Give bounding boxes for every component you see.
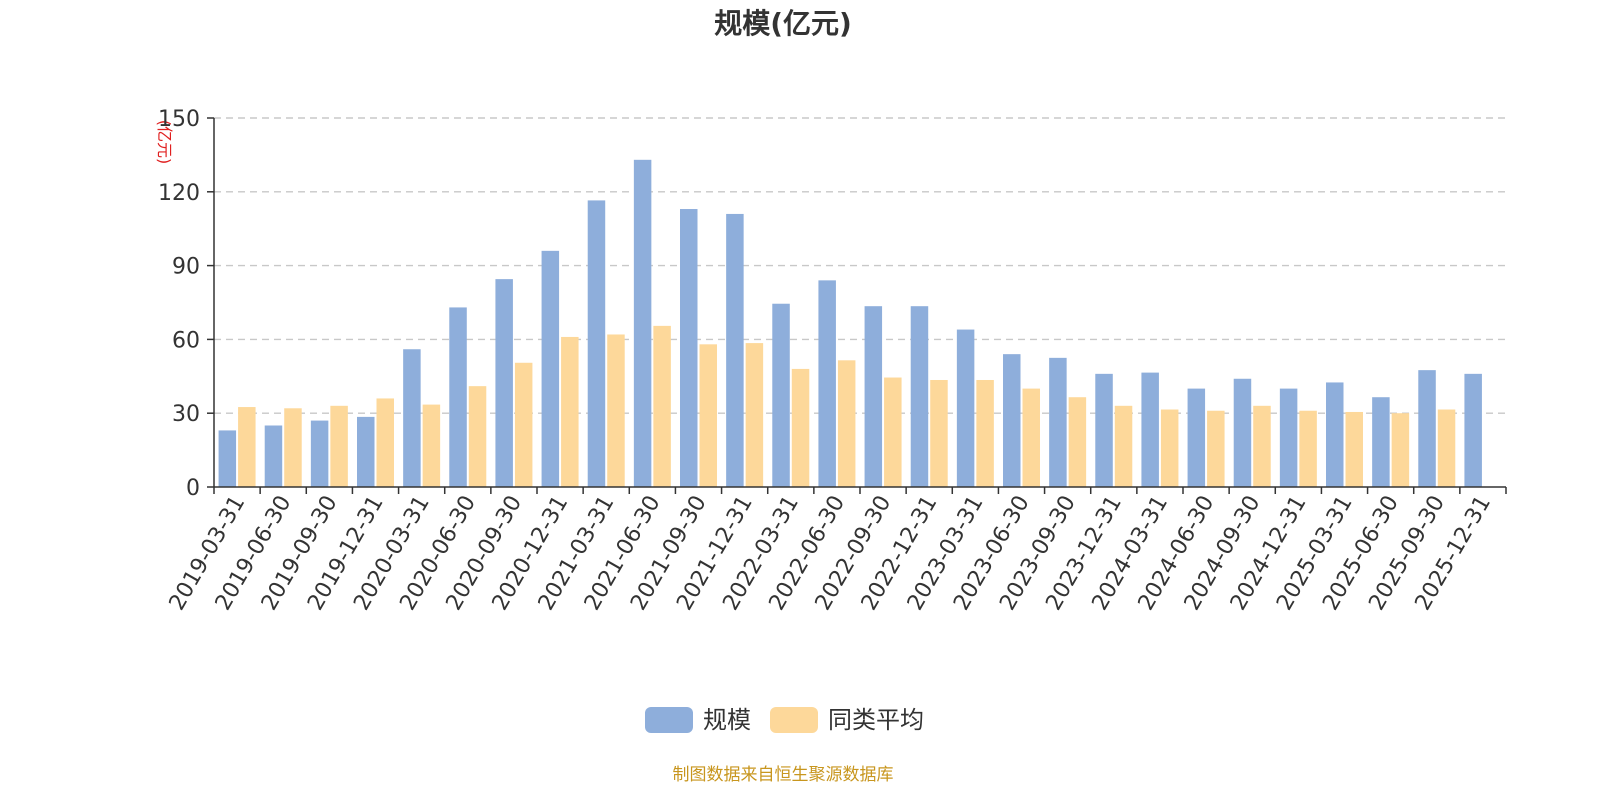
bar-peer-average [1345, 411, 1363, 487]
bar-scale [357, 416, 375, 487]
y-tick-label: 30 [172, 402, 200, 427]
bar-peer-average [468, 386, 487, 487]
bar-peer-average [284, 408, 302, 487]
y-tick-label: 150 [158, 107, 200, 132]
bar-scale [772, 303, 790, 487]
bar-layer [218, 159, 1482, 487]
legend: 规模 同类平均 [645, 706, 924, 734]
bar-peer-average [1391, 413, 1410, 487]
bar-peer-average [1160, 409, 1179, 487]
bar-scale [910, 306, 929, 487]
bar-peer-average [1114, 405, 1133, 487]
chart-title: 规模(亿元) [714, 7, 852, 40]
bar-scale [264, 425, 283, 487]
y-tick-label: 60 [172, 328, 200, 353]
y-tick-label: 90 [172, 255, 200, 280]
bar-peer-average [422, 404, 441, 487]
bar-scale [449, 307, 467, 487]
bar-peer-average [1207, 410, 1225, 487]
y-tick-label: 120 [158, 181, 200, 206]
bar-peer-average [930, 379, 948, 487]
legend-swatch [770, 707, 818, 733]
bar-peer-average [791, 368, 810, 487]
bar-scale [1095, 373, 1113, 487]
bar-peer-average [1253, 405, 1271, 487]
y-tick-label: 0 [186, 476, 200, 501]
bar-peer-average [1068, 397, 1087, 487]
bar-peer-average [976, 379, 994, 487]
legend-label: 同类平均 [828, 706, 924, 734]
bar-scale [1279, 388, 1298, 487]
bar-scale [495, 279, 513, 487]
bar-peer-average [699, 344, 717, 487]
bar-scale [680, 209, 698, 487]
bar-scale [1464, 373, 1482, 487]
bar-scale [864, 306, 883, 487]
legend-label: 规模 [703, 706, 751, 734]
bar-peer-average [561, 336, 579, 487]
bar-scale [1049, 357, 1067, 487]
bar-scale [541, 250, 560, 487]
legend-swatch [645, 707, 693, 733]
bar-peer-average [330, 405, 348, 487]
bar-scale [310, 420, 329, 487]
bar-scale [1141, 372, 1159, 487]
bar-peer-average [884, 377, 902, 487]
bar-scale [1418, 370, 1436, 487]
y-axis-unit-label: (亿元) [155, 120, 174, 165]
bar-peer-average [1299, 410, 1317, 487]
source-note: 制图数据来自恒生聚源数据库 [673, 765, 894, 785]
bar-scale [1326, 382, 1344, 487]
bar-peer-average [238, 407, 256, 487]
bar-scale [956, 329, 975, 487]
bar-peer-average [837, 360, 856, 487]
bar-peer-average [514, 362, 533, 487]
bar-scale [818, 280, 836, 487]
bar-scale [403, 349, 421, 487]
bar-scale [726, 213, 744, 487]
bar-peer-average [1437, 409, 1456, 487]
bar-peer-average [1022, 388, 1040, 487]
bar-scale [587, 200, 606, 487]
bar-peer-average [653, 325, 671, 487]
bar-scale [218, 430, 237, 487]
bar-peer-average [376, 398, 394, 487]
bar-peer-average [607, 334, 625, 487]
bar-scale [633, 159, 652, 487]
bar-scale [1233, 378, 1252, 487]
bar-scale [1003, 354, 1021, 487]
bar-peer-average [745, 343, 764, 487]
bar-scale [1187, 388, 1206, 487]
bar-scale [1372, 397, 1390, 487]
